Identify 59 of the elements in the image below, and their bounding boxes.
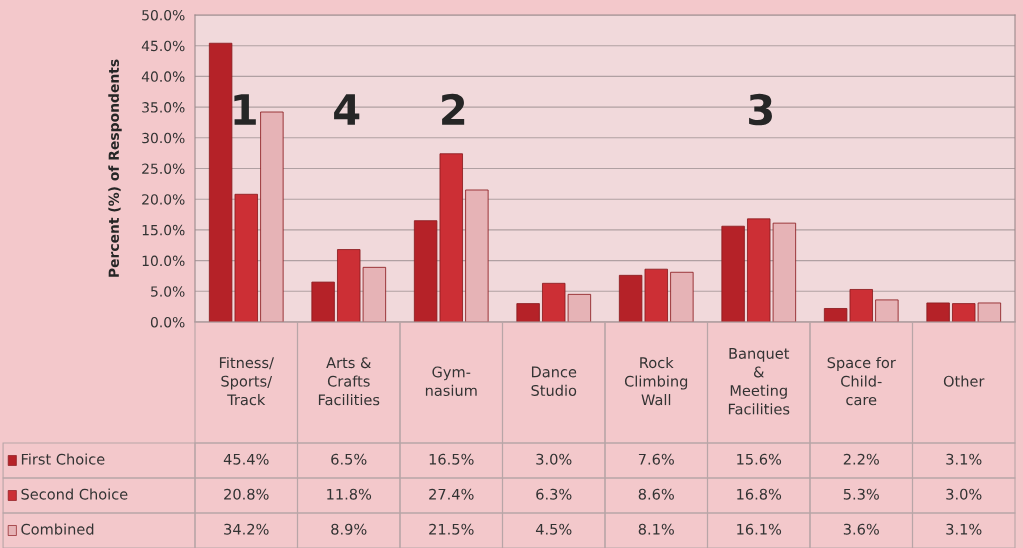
data-label: 3.0% [946,488,982,500]
y-tick-label: 30.0% [142,132,185,144]
data-label: 16.1% [737,523,782,535]
data-label: 3.0% [536,453,572,465]
data-label: 20.8% [224,488,269,500]
data-label: 3.1% [946,523,982,535]
bar [721,225,745,322]
data-label: 6.5% [331,453,367,465]
legend-label: Combined [21,523,94,535]
data-label: 7.6% [638,453,674,465]
x-tick-label: Rock Climbing Wall [624,356,688,406]
data-label: 15.6% [737,453,782,465]
data-label: 16.5% [429,453,474,465]
legend-label: First Choice [21,453,105,465]
data-label: 11.8% [327,488,372,500]
bar [516,303,540,322]
bar [260,111,284,322]
y-tick-label: 35.0% [142,102,185,113]
y-tick-label: 50.0% [142,9,185,21]
bar [926,302,950,322]
data-label: 8.1% [638,523,674,535]
data-label: 4.5% [535,523,572,535]
x-tick-label: Banquet & Meeting Facilities [728,348,790,415]
legend-label: Second Choice [21,488,128,500]
data-label: 27.4% [429,488,474,500]
data-label: 2.2% [843,453,879,465]
bar [670,271,694,322]
x-tick-label: Space for Child- care [827,356,896,406]
annotation: 3 [749,93,772,126]
bar [311,281,335,322]
data-label: 8.6% [638,488,674,500]
data-label: 45.4% [223,453,269,465]
data-label: 34.2% [224,523,269,535]
y-tick-label: 25.0% [142,163,185,174]
x-tick-label: Gym- nasium [425,366,477,396]
data-label: 3.6% [843,523,879,535]
y-tick-label: 0.0% [150,316,185,328]
x-tick-label: Arts & Crafts Facilities [318,357,380,406]
y-axis-title: Percent (%) of Respondents [108,59,122,277]
data-label: 6.3% [536,488,572,500]
x-tick-label: Other [943,375,985,387]
data-label: 16.8% [737,488,782,500]
y-tick-label: 45.0% [141,40,185,52]
data-label: 21.5% [429,523,474,535]
data-label: 3.1% [946,453,982,465]
x-tick-label: Fitness/ Sports/ Track [219,356,274,406]
y-tick-label: 20.0% [142,194,185,205]
y-tick-label: 15.0% [142,224,185,236]
y-tick-label: 10.0% [142,255,185,267]
annotation: 1 [234,94,256,125]
data-label: 8.9% [331,523,367,535]
data-label: 5.3% [843,488,879,500]
bar [465,189,489,322]
annotation: 2 [442,93,465,125]
annotation: 4 [334,94,360,125]
y-tick-label: 5.0% [151,286,185,297]
y-tick-label: 40.0% [141,71,185,82]
x-tick-label: Dance Studio [531,366,577,396]
bar [875,299,899,322]
